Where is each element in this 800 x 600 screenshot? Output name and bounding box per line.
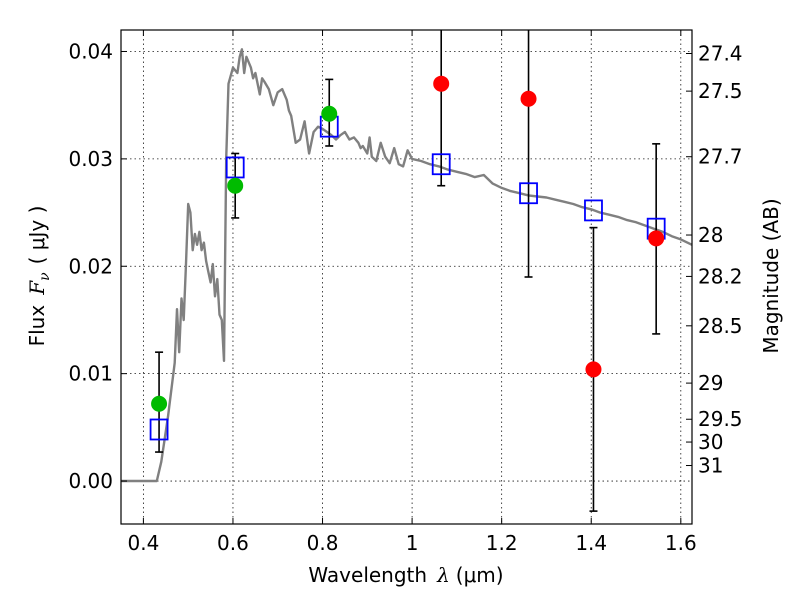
y-axis-label: FluxFν( μJy ) bbox=[25, 206, 53, 347]
mag-tick-label: 29 bbox=[698, 371, 723, 395]
red-data-point bbox=[433, 75, 450, 92]
mag-tick-label: 28.2 bbox=[698, 264, 743, 288]
mag-tick-label: 30 bbox=[698, 430, 723, 454]
y-tick-label: 0.00 bbox=[68, 469, 113, 493]
x-tick-label: 1.6 bbox=[665, 531, 697, 555]
x-tick-label: 1.2 bbox=[486, 531, 518, 555]
y-tick-label: 0.03 bbox=[68, 147, 113, 171]
model-photometry-square bbox=[225, 156, 245, 179]
marker-layer bbox=[149, 75, 666, 441]
mag-tick-label: 28 bbox=[698, 223, 723, 247]
mag-tick-label: 27.5 bbox=[698, 79, 743, 103]
mag-tick-label: 28.5 bbox=[698, 314, 743, 338]
red-data-point bbox=[520, 90, 537, 107]
y-tick-label: 0.02 bbox=[68, 254, 113, 278]
sed-curve-layer bbox=[121, 48, 693, 483]
mag-tick-label: 27.4 bbox=[698, 42, 743, 66]
y2-axis-label: Magnitude (AB) bbox=[759, 198, 783, 353]
y-tick-label: 0.01 bbox=[68, 362, 113, 386]
sed-curve-line bbox=[121, 48, 693, 483]
green-data-point bbox=[321, 105, 338, 122]
model-photometry-square bbox=[149, 418, 169, 441]
red-data-point bbox=[585, 361, 602, 378]
mag-tick-label: 29.5 bbox=[698, 407, 743, 431]
red-data-point bbox=[648, 230, 665, 247]
green-data-point bbox=[151, 395, 168, 412]
x-tick-label: 0.6 bbox=[217, 531, 249, 555]
green-data-point bbox=[227, 177, 244, 194]
tick-layer: 0.4 0.6 0.8 1 1.2 1.4 1.6 0.00 0.01 0.02 0.03 0.04 2… bbox=[68, 30, 743, 555]
grid-lines bbox=[121, 30, 692, 524]
x-tick-label: 0.8 bbox=[307, 531, 339, 555]
plot-frame bbox=[120, 29, 693, 525]
y-tick-label: 0.04 bbox=[68, 39, 113, 63]
mag-tick-label: 31 bbox=[698, 454, 723, 478]
model-photometry-square bbox=[584, 199, 603, 222]
errorbar-layer bbox=[155, 30, 661, 512]
mag-tick-label: 27.7 bbox=[698, 145, 743, 169]
model-photometry-square bbox=[519, 182, 538, 205]
x-axis-label: Wavelength λ (μm) bbox=[308, 563, 503, 587]
model-photometry-square bbox=[431, 153, 451, 176]
x-tick-label: 1.4 bbox=[575, 531, 607, 555]
x-tick-label: 0.4 bbox=[127, 531, 159, 555]
x-tick-label: 1 bbox=[406, 531, 419, 555]
